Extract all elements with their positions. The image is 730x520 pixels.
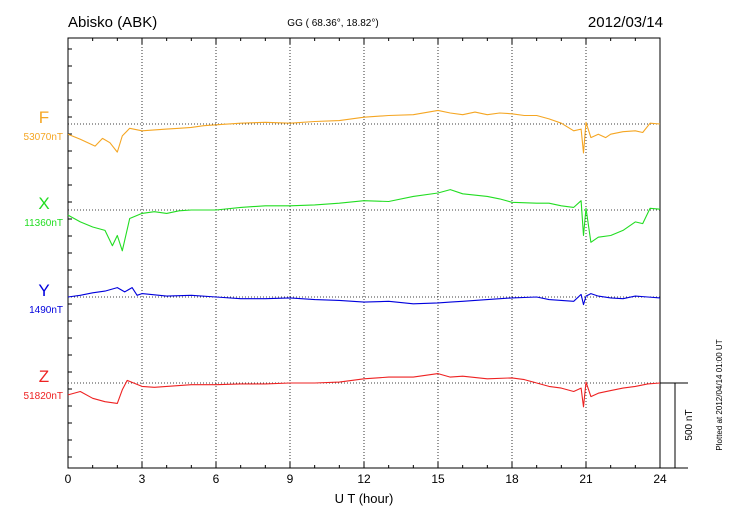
x-tick-label: 9 <box>287 472 294 486</box>
grid <box>68 38 660 468</box>
x-tick-label: 6 <box>213 472 220 486</box>
x-tick-label: 12 <box>357 472 371 486</box>
plot-frame <box>67 37 661 469</box>
series-line-x <box>67 189 661 252</box>
coordinates-label: GG ( 68.36°, 18.82°) <box>287 18 378 29</box>
x-tick-label: 24 <box>653 472 667 486</box>
x-tick-labels: 0 3 6 9 12 15 18 21 24 <box>65 472 667 486</box>
series-line-z <box>67 373 661 408</box>
series-name-y: Y <box>38 281 49 300</box>
x-tick-label: 18 <box>505 472 519 486</box>
series-name-z: Z <box>39 367 49 386</box>
series-line-f <box>67 109 661 154</box>
scale-bar-label: 500 nT <box>684 409 695 440</box>
axis-ticks <box>67 38 661 468</box>
station-title: Abisko (ABK) <box>68 14 157 31</box>
series-baseline-y: 1490nT <box>29 305 63 316</box>
series-line-y <box>67 287 661 306</box>
x-tick-label: 15 <box>431 472 445 486</box>
series-baseline-z: 51820nT <box>24 391 63 402</box>
plotted-at-note: Plotted at 2012/04/14 01:00 UT <box>715 339 724 450</box>
x-tick-label: 0 <box>65 472 72 486</box>
series-lines <box>67 109 661 408</box>
series-baseline-x: 11360nT <box>24 218 63 229</box>
x-tick-label: 21 <box>579 472 593 486</box>
x-axis-label: U T (hour) <box>335 491 394 506</box>
series-name-x: X <box>38 194 49 213</box>
series-name-f: F <box>39 108 49 127</box>
scale-bar: 500 nT <box>660 382 695 469</box>
series-labels: F 53070nT X 11360nT Y 1490nT Z 51820nT <box>24 108 63 402</box>
x-tick-label: 3 <box>139 472 146 486</box>
series-baseline-f: 53070nT <box>24 132 63 143</box>
date-label: 2012/03/14 <box>588 14 663 31</box>
